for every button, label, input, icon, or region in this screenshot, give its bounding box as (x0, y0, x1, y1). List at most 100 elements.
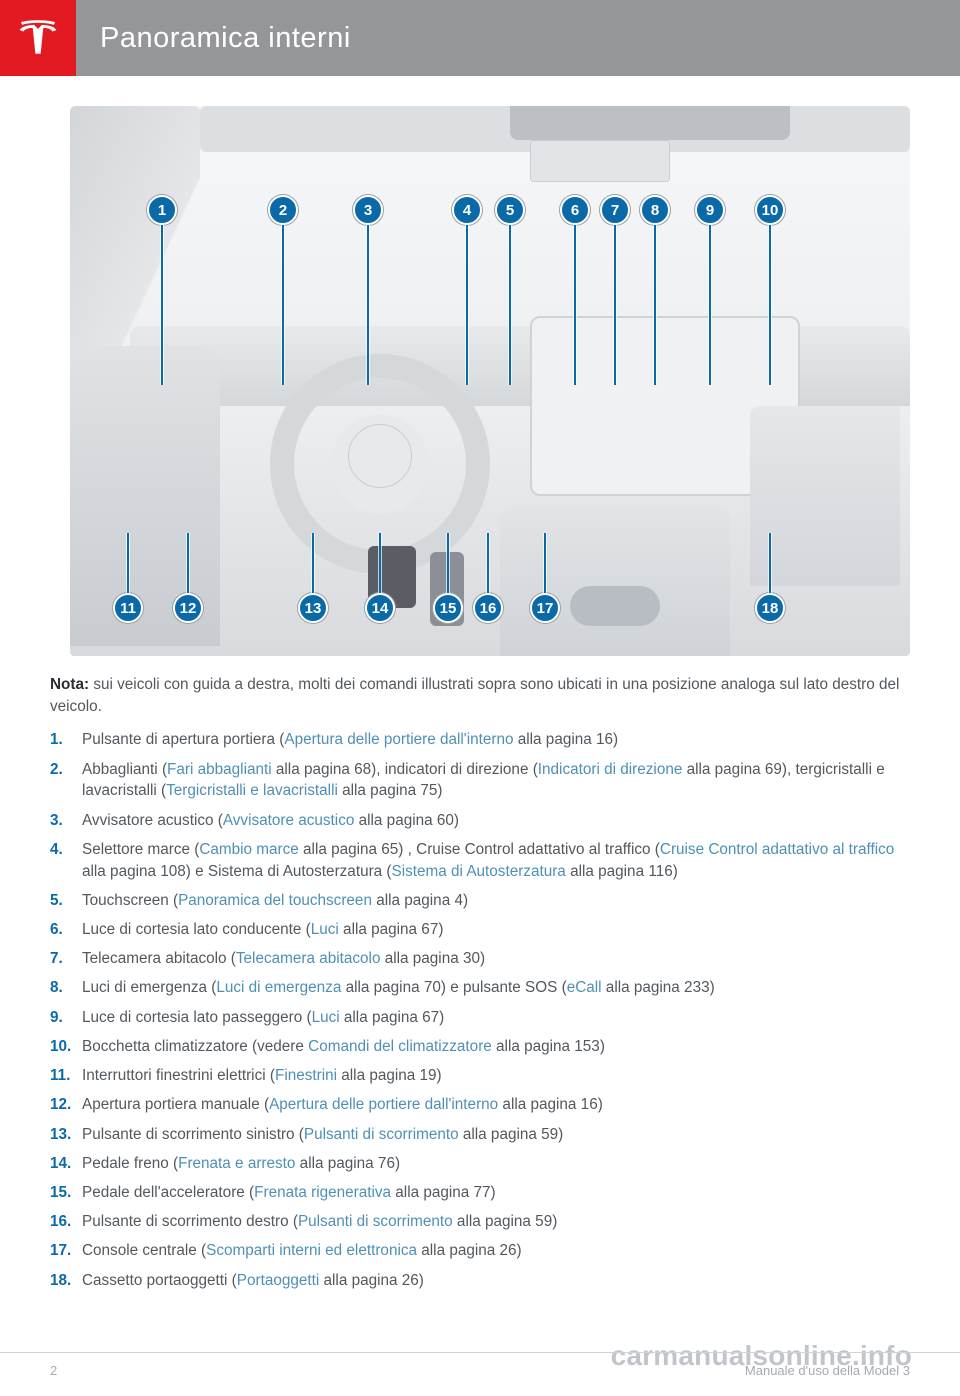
callout-badge: 1 (147, 195, 177, 225)
list-item-text: alla pagina 108) e Sistema di Autosterza… (82, 863, 392, 880)
leader-line (709, 225, 711, 385)
cross-reference-link[interactable]: Tergicristalli e lavacristalli (166, 782, 338, 799)
leader-line (487, 533, 489, 593)
list-item-text: Luce di cortesia lato passeggero ( (82, 1009, 312, 1026)
list-item: Luce di cortesia lato passeggero (Luci a… (50, 1007, 910, 1029)
cross-reference-link[interactable]: eCall (567, 979, 602, 996)
cross-reference-link[interactable]: Panoramica del touchscreen (178, 892, 372, 909)
leader-line (466, 225, 468, 385)
list-item-text: Abbaglianti ( (82, 761, 167, 778)
cross-reference-link[interactable]: Fari abbaglianti (167, 761, 272, 778)
leader-line (769, 533, 771, 593)
title-bar: Panoramica interni (76, 0, 960, 76)
list-item: Pedale freno (Frenata e arresto alla pag… (50, 1153, 910, 1175)
cross-reference-link[interactable]: Pulsanti di scorrimento (304, 1126, 459, 1143)
list-item-text: Pedale freno ( (82, 1155, 178, 1172)
leader-line (574, 225, 576, 385)
page-header: Panoramica interni (0, 0, 960, 76)
list-item-text: alla pagina 233) (602, 979, 715, 996)
center-console (500, 506, 730, 656)
leader-line (161, 225, 163, 385)
list-item-text: Apertura portiera manuale ( (82, 1096, 269, 1113)
callout-badge: 8 (640, 195, 670, 225)
cross-reference-link[interactable]: Luci (312, 1009, 340, 1026)
leader-line (447, 533, 449, 593)
leader-line (187, 533, 189, 593)
cupholders (570, 586, 660, 626)
note-paragraph: Nota: sui veicoli con guida a destra, mo… (50, 674, 910, 717)
list-item-text: Avvisatore acustico ( (82, 812, 223, 829)
callout-badge: 13 (298, 593, 328, 623)
list-item-text: alla pagina 30) (380, 950, 485, 967)
cross-reference-link[interactable]: Cambio marce (199, 841, 298, 858)
cross-reference-link[interactable]: Scomparti interni ed elettronica (206, 1242, 417, 1259)
cross-reference-link[interactable]: Frenata rigenerativa (254, 1184, 391, 1201)
glove-area (750, 406, 900, 586)
list-item-text: alla pagina 65) , Cruise Control adattat… (299, 841, 660, 858)
list-item: Apertura portiera manuale (Apertura dell… (50, 1094, 910, 1116)
callout-badge: 2 (268, 195, 298, 225)
callout-badge: 3 (353, 195, 383, 225)
cross-reference-link[interactable]: Apertura delle portiere dall'interno (284, 731, 513, 748)
list-item-text: Luce di cortesia lato conducente ( (82, 921, 311, 938)
cross-reference-link[interactable]: Pulsanti di scorrimento (298, 1213, 453, 1230)
list-item-text: alla pagina 16) (498, 1096, 603, 1113)
cross-reference-link[interactable]: Portaoggetti (237, 1272, 320, 1289)
list-item-text: Cassetto portaoggetti ( (82, 1272, 237, 1289)
list-item-text: Touchscreen ( (82, 892, 178, 909)
list-item: Abbaglianti (Fari abbaglianti alla pagin… (50, 759, 910, 802)
list-item-text: Pulsante di scorrimento destro ( (82, 1213, 298, 1230)
callout-badge: 10 (755, 195, 785, 225)
cross-reference-link[interactable]: Luci (311, 921, 339, 938)
cross-reference-link[interactable]: Sistema di Autosterzatura (392, 863, 566, 880)
list-item: Pulsante di scorrimento destro (Pulsanti… (50, 1211, 910, 1233)
list-item-text: Luci di emergenza ( (82, 979, 216, 996)
cross-reference-link[interactable]: Frenata e arresto (178, 1155, 295, 1172)
leader-line (282, 225, 284, 385)
list-item: Selettore marce (Cambio marce alla pagin… (50, 839, 910, 882)
list-item-text: alla pagina 60) (354, 812, 459, 829)
content: Nota: sui veicoli con guida a destra, mo… (0, 674, 960, 1291)
cross-reference-link[interactable]: Cruise Control adattativo al traffico (660, 841, 894, 858)
list-item-text: alla pagina 67) (340, 1009, 445, 1026)
cross-reference-link[interactable]: Avvisatore acustico (223, 812, 355, 829)
list-item-text: Pulsante di apertura portiera ( (82, 731, 284, 748)
callout-badge: 18 (755, 593, 785, 623)
cross-reference-link[interactable]: Comandi del climatizzatore (308, 1038, 492, 1055)
list-item-text: Interruttori finestrini elettrici ( (82, 1067, 275, 1084)
list-item: Pulsante di apertura portiera (Apertura … (50, 729, 910, 751)
callout-badge: 16 (473, 593, 503, 623)
cross-reference-link[interactable]: Indicatori di direzione (538, 761, 683, 778)
cross-reference-link[interactable]: Apertura delle portiere dall'interno (269, 1096, 498, 1113)
list-item-text: Selettore marce ( (82, 841, 199, 858)
callout-badge: 7 (600, 195, 630, 225)
list-item: Bocchetta climatizzatore (vedere Comandi… (50, 1036, 910, 1058)
list-item-text: alla pagina 116) (566, 863, 678, 880)
list-item-text: alla pagina 59) (459, 1126, 564, 1143)
manual-name: Manuale d'uso della Model 3 (745, 1363, 910, 1378)
list-item-text: alla pagina 75) (338, 782, 443, 799)
list-item-text: Pedale dell'acceleratore ( (82, 1184, 254, 1201)
list-item: Interruttori finestrini elettrici (Fines… (50, 1065, 910, 1087)
cross-reference-link[interactable]: Telecamera abitacolo (236, 950, 381, 967)
list-item-text: alla pagina 76) (295, 1155, 400, 1172)
list-item-text: Telecamera abitacolo ( (82, 950, 236, 967)
cross-reference-link[interactable]: Finestrini (275, 1067, 337, 1084)
overhead-console (510, 106, 790, 140)
list-item-text: alla pagina 26) (319, 1272, 424, 1289)
list-item-text: alla pagina 77) (391, 1184, 496, 1201)
list-item-text: alla pagina 16) (514, 731, 619, 748)
steering-hub (348, 424, 412, 488)
sun-visor (530, 140, 670, 182)
note-label: Nota: (50, 676, 89, 693)
tesla-logo-box (0, 0, 76, 76)
leader-line (544, 533, 546, 593)
list-item-text: alla pagina 68), indicatori di direzione… (272, 761, 538, 778)
callout-badge: 15 (433, 593, 463, 623)
tesla-logo-icon (17, 17, 59, 59)
cross-reference-link[interactable]: Luci di emergenza (216, 979, 341, 996)
item-list: Pulsante di apertura portiera (Apertura … (50, 729, 910, 1291)
list-item-text: alla pagina 153) (492, 1038, 605, 1055)
interior-overview-figure: 123456789101112131415161718 (70, 106, 910, 656)
callout-badge: 11 (113, 593, 143, 623)
